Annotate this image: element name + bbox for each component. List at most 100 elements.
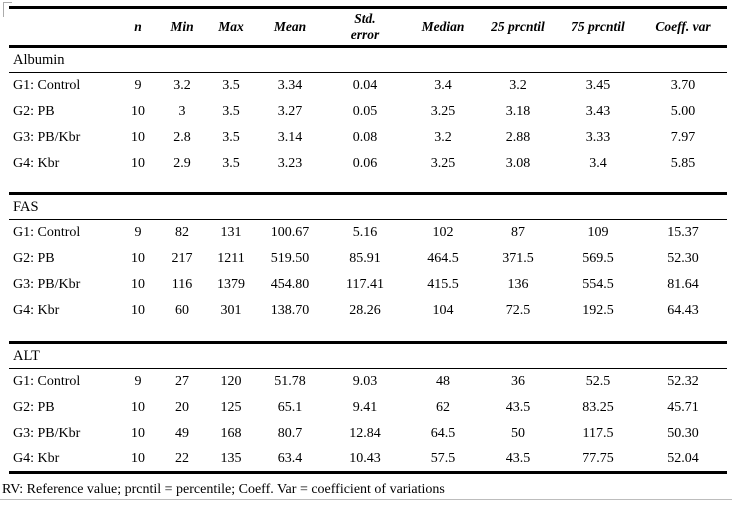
value-cell: 0.05 bbox=[352, 103, 378, 119]
table-row: G2: PB 10 20 125 65.1 9.41 62 43.5 83.25… bbox=[9, 395, 727, 421]
value-cell: 5.00 bbox=[670, 103, 696, 119]
value-cell: 168 bbox=[220, 425, 242, 441]
column-header-coeff-var: Coeff. var bbox=[639, 7, 727, 48]
value-cell: 10 bbox=[131, 425, 145, 441]
section-row-alt: ALT bbox=[9, 342, 727, 369]
value-cell: 3.4 bbox=[589, 155, 607, 171]
row-label: G2: PB bbox=[13, 103, 55, 119]
value-cell: 10 bbox=[131, 276, 145, 292]
value-cell: 3.2 bbox=[509, 77, 527, 93]
value-cell: 1379 bbox=[217, 276, 245, 292]
table-row: G2: PB 10 217 1211 519.50 85.91 464.5 37… bbox=[9, 246, 727, 272]
value-cell: 9 bbox=[134, 224, 142, 240]
value-cell: 9.03 bbox=[352, 373, 378, 389]
value-cell: 10.43 bbox=[323, 446, 407, 474]
value-cell: 464.5 bbox=[427, 250, 459, 266]
value-cell: 3.08 bbox=[505, 155, 531, 171]
value-cell: 136 bbox=[507, 276, 529, 292]
value-cell: 138.70 bbox=[270, 302, 310, 318]
value-cell: 569.5 bbox=[582, 250, 614, 266]
value-cell: 83.25 bbox=[582, 399, 614, 415]
value-cell: 51.78 bbox=[274, 373, 306, 389]
value-cell: 10 bbox=[131, 103, 145, 119]
value-cell: 131 bbox=[220, 224, 242, 240]
value-cell: 10 bbox=[117, 446, 159, 474]
section-spacer bbox=[9, 323, 727, 344]
value-cell: 50 bbox=[511, 425, 525, 441]
row-label: G2: PB bbox=[13, 250, 55, 266]
column-header-n: n bbox=[117, 7, 159, 48]
row-label: G3: PB/Kbr bbox=[13, 276, 81, 292]
value-cell: 64.43 bbox=[667, 302, 699, 318]
value-cell: 109 bbox=[587, 224, 609, 240]
column-header-75-prcntil: 75 prcntil bbox=[557, 7, 639, 48]
value-cell: 82 bbox=[175, 224, 189, 240]
value-cell: 3.2 bbox=[434, 129, 452, 145]
value-cell: 3.45 bbox=[585, 77, 611, 93]
section-title: ALT bbox=[9, 342, 727, 369]
table-row: G4: Kbr 10 2.9 3.5 3.23 0.06 3.25 3.08 3… bbox=[9, 151, 727, 177]
value-cell: 52.30 bbox=[667, 250, 699, 266]
value-cell: 2.9 bbox=[173, 155, 191, 171]
value-cell: 36 bbox=[511, 373, 525, 389]
page-boundary-line bbox=[0, 499, 732, 500]
row-label: G4: Kbr bbox=[13, 302, 60, 318]
value-cell: 192.5 bbox=[582, 302, 614, 318]
value-cell: 0.04 bbox=[352, 77, 378, 93]
value-cell: 43.5 bbox=[479, 446, 557, 474]
column-header-25-prcntil: 25 prcntil bbox=[479, 7, 557, 48]
value-cell: 415.5 bbox=[427, 276, 459, 292]
column-header-std-error: Std. error bbox=[323, 7, 407, 48]
value-cell: 3.43 bbox=[585, 103, 611, 119]
value-cell: 0.08 bbox=[352, 129, 378, 145]
value-cell: 87 bbox=[511, 224, 525, 240]
value-cell: 120 bbox=[220, 373, 242, 389]
section-spacer bbox=[9, 176, 727, 195]
value-cell: 48 bbox=[436, 373, 450, 389]
value-cell: 10 bbox=[131, 399, 145, 415]
column-header-median: Median bbox=[407, 7, 479, 48]
row-label: G4: Kbr bbox=[9, 446, 117, 474]
value-cell: 104 bbox=[432, 302, 454, 318]
row-label: G3: PB/Kbr bbox=[13, 129, 81, 145]
statistics-table: n Min Max Mean Std. error Median 25 prcn… bbox=[9, 6, 727, 474]
table-row: G1: Control 9 82 131 100.67 5.16 102 87 … bbox=[9, 220, 727, 246]
value-cell: 12.84 bbox=[349, 425, 381, 441]
row-label: G1: Control bbox=[13, 77, 81, 93]
value-cell: 217 bbox=[171, 250, 193, 266]
value-cell: 102 bbox=[432, 224, 454, 240]
value-cell: 9.41 bbox=[352, 399, 378, 415]
value-cell: 10 bbox=[131, 155, 145, 171]
value-cell: 371.5 bbox=[502, 250, 534, 266]
table-row: G1: Control 9 3.2 3.5 3.34 0.04 3.4 3.2 … bbox=[9, 73, 727, 99]
value-cell: 62 bbox=[436, 399, 450, 415]
table-handle-corner-icon bbox=[3, 2, 12, 17]
value-cell: 77.75 bbox=[557, 446, 639, 474]
value-cell: 10 bbox=[131, 250, 145, 266]
row-label: G1: Control bbox=[13, 224, 81, 240]
value-cell: 554.5 bbox=[582, 276, 614, 292]
value-cell: 3.14 bbox=[277, 129, 303, 145]
value-cell: 3.5 bbox=[222, 103, 240, 119]
value-cell: 60 bbox=[175, 302, 189, 318]
column-header-min: Min bbox=[159, 7, 205, 48]
row-label: G4: Kbr bbox=[13, 155, 60, 171]
value-cell: 2.88 bbox=[505, 129, 531, 145]
value-cell: 301 bbox=[220, 302, 242, 318]
value-cell: 2.8 bbox=[173, 129, 191, 145]
value-cell: 3.25 bbox=[430, 155, 456, 171]
value-cell: 52.04 bbox=[639, 446, 727, 474]
value-cell: 7.97 bbox=[670, 129, 696, 145]
value-cell: 43.5 bbox=[505, 399, 531, 415]
value-cell: 22 bbox=[159, 446, 205, 474]
value-cell: 57.5 bbox=[407, 446, 479, 474]
value-cell: 50.30 bbox=[667, 425, 699, 441]
value-cell: 49 bbox=[175, 425, 189, 441]
value-cell: 3.34 bbox=[277, 77, 303, 93]
value-cell: 45.71 bbox=[667, 399, 699, 415]
table-row: G4: Kbr 10 60 301 138.70 28.26 104 72.5 … bbox=[9, 298, 727, 324]
value-cell: 3.2 bbox=[173, 77, 191, 93]
value-cell: 64.5 bbox=[430, 425, 456, 441]
table-row: G3: PB/Kbr 10 2.8 3.5 3.14 0.08 3.2 2.88… bbox=[9, 125, 727, 151]
